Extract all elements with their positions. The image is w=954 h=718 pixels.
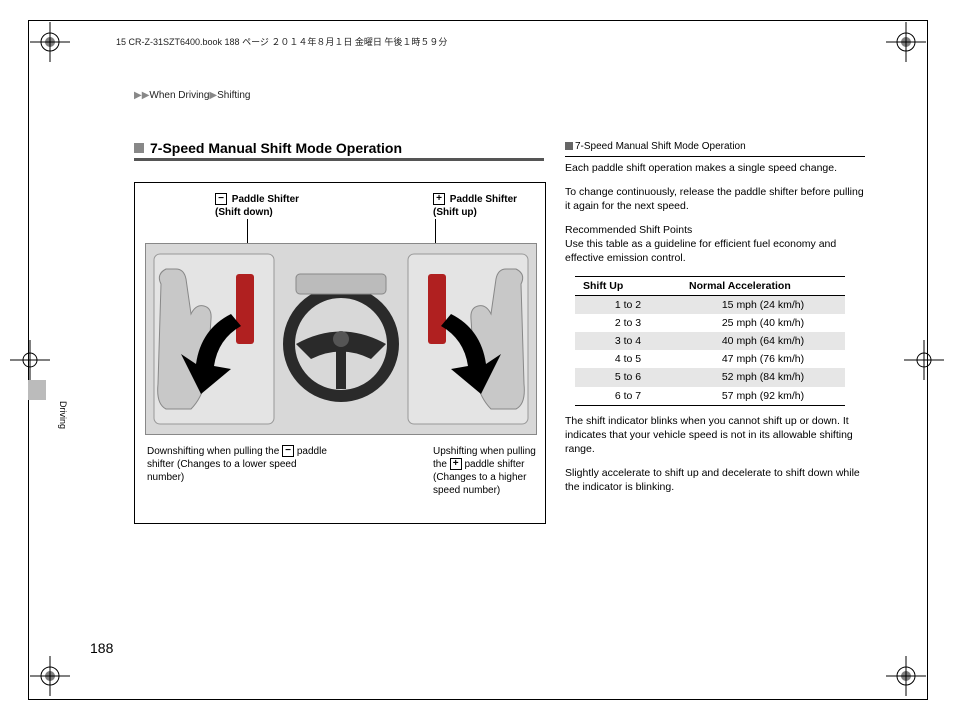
crop-mark-icon (886, 22, 926, 62)
diagram-container: − Paddle Shifter (Shift down) + Paddle S… (134, 182, 546, 524)
chapter-label: Driving (58, 401, 68, 429)
minus-icon: − (282, 445, 294, 457)
table-row: 3 to 440 mph (64 km/h) (575, 332, 845, 350)
side-subhead: 7-Speed Manual Shift Mode Operation (565, 140, 865, 157)
right-shifter-label: + Paddle Shifter (Shift up) (433, 193, 517, 219)
right-caption: Upshifting when pulling the + paddle shi… (433, 445, 538, 497)
table-row: 2 to 325 mph (40 km/h) (575, 314, 845, 332)
side-paragraph: Slightly accelerate to shift up and dece… (565, 466, 865, 494)
side-paragraph: Each paddle shift operation makes a sing… (565, 161, 865, 175)
table-row: 4 to 547 mph (76 km/h) (575, 350, 845, 368)
crop-mark-icon (30, 656, 70, 696)
section-tab (28, 380, 46, 400)
side-paragraph: To change continuously, release the padd… (565, 185, 865, 213)
plus-icon: + (433, 193, 445, 205)
breadcrumb: ▶▶When Driving▶Shifting (134, 90, 250, 101)
plus-icon: + (450, 458, 462, 470)
left-caption: Downshifting when pulling the − paddle s… (147, 445, 327, 484)
crop-mark-icon (30, 22, 70, 62)
crop-mark-icon (886, 656, 926, 696)
breadcrumb-item: Shifting (217, 90, 250, 101)
crop-mark-icon (10, 340, 50, 380)
section-title: 7-Speed Manual Shift Mode Operation (150, 140, 402, 156)
note-marker-icon (565, 142, 573, 150)
side-paragraph: The shift indicator blinks when you cann… (565, 414, 865, 457)
breadcrumb-item: When Driving (149, 90, 209, 101)
left-shifter-label: − Paddle Shifter (Shift down) (215, 193, 299, 219)
table-row: 6 to 757 mph (92 km/h) (575, 387, 845, 406)
breadcrumb-arrow-icon: ▶ (209, 90, 217, 101)
page-number: 188 (90, 640, 113, 656)
minus-icon: − (215, 193, 227, 205)
section-header: 7-Speed Manual Shift Mode Operation (134, 140, 544, 161)
crop-mark-icon (904, 340, 944, 380)
table-row: 1 to 215 mph (24 km/h) (575, 295, 845, 314)
side-paragraph: Recommended Shift Points Use this table … (565, 223, 865, 266)
table-header: Shift Up (575, 276, 681, 295)
breadcrumb-arrow-icon: ▶▶ (134, 90, 149, 101)
document-header: 15 CR-Z-31SZT6400.book 188 ページ ２０１４年８月１日… (116, 35, 447, 48)
shift-points-table: Shift Up Normal Acceleration 1 to 215 mp… (575, 276, 845, 406)
side-column: 7-Speed Manual Shift Mode Operation Each… (565, 140, 865, 505)
table-row: 5 to 652 mph (84 km/h) (575, 368, 845, 386)
paddle-shifter-illustration (145, 243, 537, 435)
section-bullet-icon (134, 143, 144, 153)
table-header: Normal Acceleration (681, 276, 845, 295)
